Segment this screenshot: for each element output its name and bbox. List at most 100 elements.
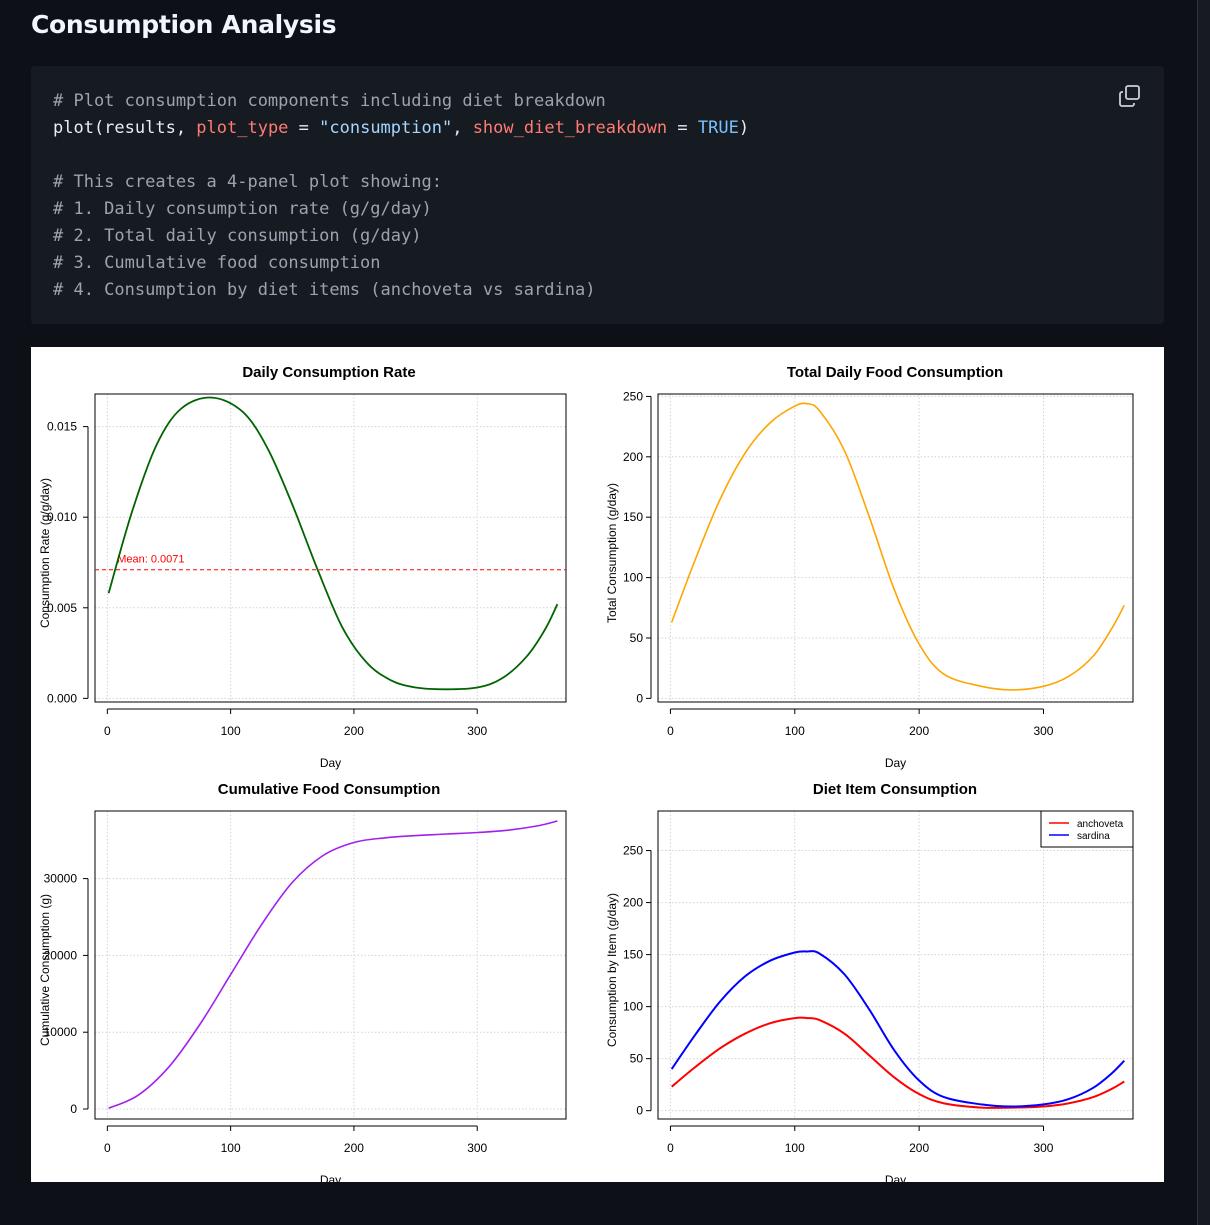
y-axis-label: Cumulative Consumption (g) <box>38 894 52 1046</box>
window-edge <box>1197 0 1198 1225</box>
y-axis: 0 10000 20000 30000 Cumulative Consumption (… <box>38 872 89 1116</box>
x-tick-label: 300 <box>467 724 487 738</box>
series-line-sardina <box>670 950 1126 1108</box>
plot-frame <box>657 810 1134 1120</box>
chart-title: Daily Consumption Rate <box>242 364 415 381</box>
four-panel-plot: Daily Consumption Rate 0 100 200 300 Day 0.000… <box>38 364 1134 1182</box>
plot-frame <box>94 810 567 1120</box>
x-tick-label: 200 <box>909 1141 929 1155</box>
y-axis-label: Total Consumption (g/day) <box>605 483 619 623</box>
mean-label: Mean: 0.0071 <box>117 554 184 566</box>
x-tick-label: 0 <box>667 724 674 738</box>
y-axis: 0 50 100 150 200 250 Consumption by Item (g/da… <box>605 844 652 1118</box>
y-tick-label: 100 <box>623 1000 643 1014</box>
copy-icon[interactable] <box>1118 84 1142 108</box>
series-line-anchoveta <box>671 1016 1125 1109</box>
x-axis-label: Day <box>320 1173 341 1182</box>
code-token: , <box>452 118 473 138</box>
legend-box <box>1040 810 1134 848</box>
chart-panel: Daily Consumption Rate 0 100 200 300 Day 0.000… <box>38 364 567 770</box>
code-token: show_diet_breakdown <box>472 118 668 138</box>
page-title: Consumption Analysis <box>31 10 337 39</box>
legend-label: sardina <box>1077 831 1110 842</box>
x-tick-label: 300 <box>467 1141 487 1155</box>
code-line: # 3. Cumulative food consumption <box>53 253 381 273</box>
code-block: # Plot consumption components including … <box>31 66 1164 324</box>
code-line: plot(results, plot_type = "consumption",… <box>53 118 749 138</box>
x-axis-label: Day <box>885 756 906 770</box>
code-token: # 4. Consumption by diet items (anchovet… <box>53 280 596 300</box>
y-axis: 0.000 0.005 0.010 0.015 Consumption Rate (g/… <box>38 420 89 705</box>
code-token: # 1. Daily consumption rate (g/g/day) <box>53 199 432 219</box>
plot-frame <box>94 393 567 703</box>
x-tick-label: 0 <box>667 1141 674 1155</box>
code-token: ) <box>738 118 750 138</box>
y-tick-label: 0.005 <box>47 601 77 615</box>
chart-panel: Cumulative Food Consumption 0 100 200 300 Day… <box>38 781 567 1182</box>
y-tick-label: 0 <box>636 1104 643 1118</box>
legend-label: anchoveta <box>1077 819 1124 830</box>
x-tick-label: 100 <box>785 724 805 738</box>
code-token: # 2. Total daily consumption (g/day) <box>53 226 422 246</box>
series-line <box>108 820 558 1109</box>
y-tick-label: 50 <box>630 631 644 645</box>
y-tick-label: 100 <box>623 571 643 585</box>
x-tick-label: 300 <box>1033 1141 1053 1155</box>
chart-panel: Diet Item Consumption 0 100 200 300 Day 0 50 100… <box>605 781 1134 1182</box>
x-axis-label: Day <box>885 1173 906 1182</box>
y-tick-label: 250 <box>623 389 643 403</box>
code-token: TRUE <box>697 118 739 138</box>
code-text: # Plot consumption components including … <box>53 88 749 304</box>
x-axis: 0 100 200 300 Day <box>667 1125 1054 1182</box>
code-line: # 2. Total daily consumption (g/day) <box>53 226 421 246</box>
y-tick-label: 50 <box>630 1052 644 1066</box>
grid <box>658 811 1133 1119</box>
code-line: # This creates a 4-panel plot showing: <box>53 172 442 192</box>
code-token: plot(results, <box>53 118 197 138</box>
chart-title: Diet Item Consumption <box>813 781 977 798</box>
x-axis-label: Day <box>320 756 341 770</box>
x-tick-label: 0 <box>104 1141 111 1155</box>
x-tick-label: 200 <box>344 724 364 738</box>
grid <box>95 811 566 1119</box>
x-tick-label: 300 <box>1033 724 1053 738</box>
series-line <box>107 396 559 691</box>
y-tick-label: 30000 <box>44 872 78 886</box>
window-scrollbar-track[interactable] <box>1198 0 1210 1225</box>
chart-title: Total Daily Food Consumption <box>787 364 1003 381</box>
code-token: = <box>288 118 320 138</box>
y-tick-label: 0.010 <box>47 510 77 524</box>
code-token: # 3. Cumulative food consumption <box>53 253 381 273</box>
x-tick-label: 200 <box>909 724 929 738</box>
y-axis-label: Consumption by Item (g/day) <box>605 893 619 1047</box>
code-line: # Plot consumption components including … <box>53 91 606 111</box>
code-token: "consumption" <box>319 118 453 138</box>
x-axis: 0 100 200 300 Day <box>667 708 1054 770</box>
y-tick-label: 0 <box>636 691 643 705</box>
y-tick-label: 20000 <box>44 948 78 962</box>
y-axis-label: Consumption Rate (g/g/day) <box>38 478 52 628</box>
x-tick-label: 100 <box>221 1141 241 1155</box>
y-tick-label: 150 <box>623 948 643 962</box>
x-tick-label: 100 <box>221 724 241 738</box>
y-tick-label: 10000 <box>44 1025 78 1039</box>
x-tick-label: 200 <box>344 1141 364 1155</box>
chart-panel: Total Daily Food Consumption 0 100 200 300 Da… <box>605 364 1134 770</box>
y-tick-label: 0.000 <box>47 691 77 705</box>
y-tick-label: 200 <box>623 450 643 464</box>
code-token: # This creates a 4-panel plot showing: <box>53 172 442 192</box>
code-line: # 4. Consumption by diet items (anchovet… <box>53 280 595 300</box>
y-tick-label: 0 <box>70 1102 77 1116</box>
code-line: # 1. Daily consumption rate (g/g/day) <box>53 199 432 219</box>
code-token: plot_type <box>196 118 289 138</box>
series-line <box>670 402 1126 691</box>
y-tick-label: 250 <box>623 844 643 858</box>
x-axis: 0 100 200 300 Day <box>104 708 488 770</box>
y-tick-label: 200 <box>623 896 643 910</box>
plot-output: Daily Consumption Rate 0 100 200 300 Day 0.000… <box>31 347 1164 1182</box>
code-token: # Plot consumption components including … <box>53 91 606 111</box>
y-tick-label: 0.015 <box>47 420 77 434</box>
x-axis: 0 100 200 300 Day <box>104 1125 488 1182</box>
y-tick-label: 150 <box>623 510 643 524</box>
y-axis: 0 50 100 150 200 250 Total Consumption (g/day) <box>605 389 652 705</box>
